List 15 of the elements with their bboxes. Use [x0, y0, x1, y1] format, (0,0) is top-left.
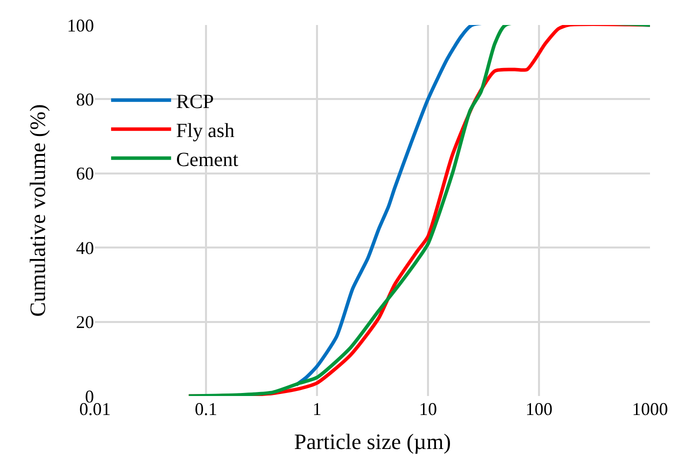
x-tick-label: 0.1: [194, 399, 218, 419]
y-tick-label: 20: [76, 312, 94, 332]
y-axis-title: Cumulative volume (%): [24, 104, 50, 317]
y-tick-label: 100: [67, 15, 94, 36]
x-axis-title: Particle size (µm): [294, 428, 451, 454]
x-tick-label: 1000: [632, 399, 668, 419]
x-tick-label: 10: [419, 399, 437, 419]
x-tick-label: 100: [526, 399, 552, 419]
y-tick-label: 60: [76, 164, 94, 184]
legend-label: RCP: [176, 90, 214, 113]
y-tick-label: 40: [76, 238, 94, 258]
legend-label: Cement: [176, 148, 239, 171]
x-tick-label: 1: [312, 399, 322, 419]
legend-label: Fly ash: [176, 120, 234, 142]
y-tick-label: 80: [76, 90, 94, 110]
